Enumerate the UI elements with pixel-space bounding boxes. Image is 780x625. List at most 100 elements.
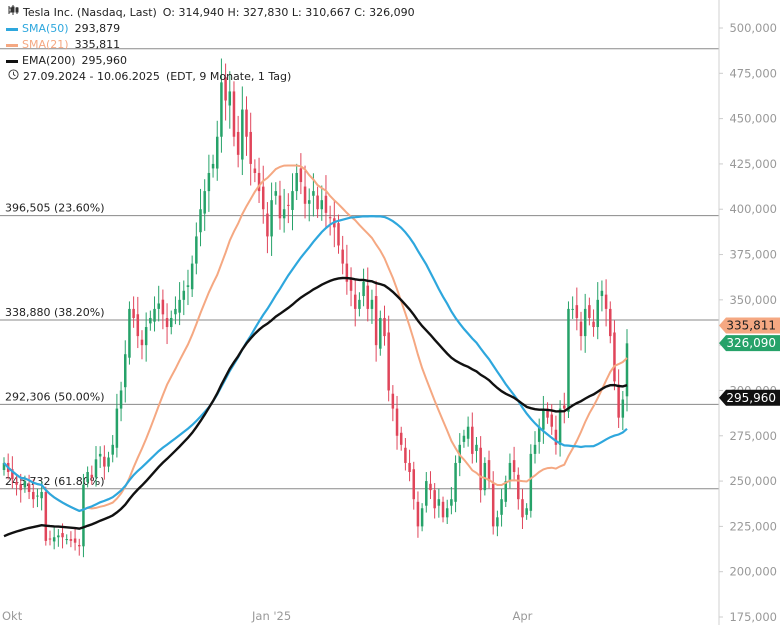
candle-body (32, 491, 35, 500)
legend-ema200-row[interactable]: EMA(200) 295,960 (6, 53, 415, 69)
legend-sma50-row[interactable]: SMA(50) 293,879 (6, 21, 415, 37)
x-tick-label: Okt (2, 609, 23, 623)
legend-range-row: 27.09.2024 - 10.06.2025 (EDT, 9 Monate, … (6, 69, 415, 85)
ema200-line (3, 276, 628, 538)
candle-body (136, 314, 140, 337)
y-tick-label: 275,000 (729, 429, 777, 443)
candle-body (433, 490, 436, 509)
ema200-value: 295,960 (81, 54, 128, 67)
candle-body (165, 318, 169, 328)
candlestick-chart-icon (6, 4, 20, 21)
candle-body (266, 213, 269, 237)
candle-body (366, 285, 370, 309)
clock-icon (6, 69, 20, 85)
candle-body (504, 481, 507, 502)
candle-body (303, 186, 307, 204)
candle-body (48, 538, 52, 540)
sma50-line (3, 214, 628, 513)
candle-body (370, 299, 374, 309)
candle-body (291, 191, 294, 210)
price-badge (719, 317, 780, 334)
y-tick-label: 400,000 (729, 202, 777, 216)
candle-body (312, 191, 315, 196)
candle-body (261, 186, 265, 210)
candle-body (496, 517, 499, 527)
candle-body (596, 299, 599, 328)
candle-body (525, 508, 528, 515)
candle-body (579, 321, 583, 337)
candle-body (609, 308, 612, 337)
candle-body (241, 109, 244, 160)
candle-body (337, 223, 340, 246)
candle-body (132, 308, 135, 318)
candle-body (399, 432, 403, 445)
candle-body (278, 195, 282, 219)
candle-body (257, 172, 261, 192)
candle-body (253, 168, 257, 173)
candle-body (61, 533, 64, 538)
candle-body (454, 462, 457, 502)
y-tick-label: 425,000 (729, 157, 777, 171)
candle-body (119, 390, 123, 409)
candle-body (567, 308, 570, 412)
candle-body (107, 457, 110, 467)
candle-body (220, 82, 223, 137)
candle-body (228, 91, 232, 106)
candle-body (86, 472, 89, 483)
candle-body (15, 481, 18, 485)
candle-body (274, 191, 278, 196)
candle-body (379, 317, 382, 349)
candle-body (144, 327, 148, 346)
candle-body (529, 453, 533, 511)
candle-body (69, 539, 73, 541)
candle-body (115, 408, 119, 448)
candle-body (395, 408, 399, 436)
candle-body (358, 299, 361, 309)
candle-body (550, 414, 553, 427)
legend-title: Tesla Inc. (Nasdaq, Last) (23, 5, 157, 19)
y-tick-label: 475,000 (729, 66, 777, 80)
candle-body (78, 545, 81, 547)
indicator-lines (3, 164, 628, 538)
candle-body (90, 474, 94, 478)
price-badges: 335,811 326,090 295,960 (719, 317, 780, 406)
candle-body (500, 499, 503, 515)
candle-body (161, 299, 165, 315)
y-tick-label: 500,000 (729, 21, 777, 35)
sma21-label: SMA(21) (22, 38, 69, 51)
candle-body (23, 481, 27, 488)
candle-body (521, 499, 524, 518)
candle-body (437, 499, 441, 506)
candle-body (44, 491, 48, 541)
candle-body (429, 483, 432, 491)
legend-title-row: Tesla Inc. (Nasdaq, Last) O: 314,940 H: … (6, 4, 415, 21)
x-tick-label: Apr (513, 609, 533, 623)
candle-body (52, 537, 56, 542)
candle-body (186, 285, 190, 287)
price-badge-label: 295,960 (726, 391, 776, 405)
candle-body (287, 204, 290, 206)
candle-body (588, 305, 591, 318)
candle-body (249, 131, 252, 164)
candle-body (425, 481, 428, 506)
candle-body (215, 136, 219, 169)
candle-body (245, 109, 248, 137)
candle-body (554, 429, 558, 445)
candle-body (57, 535, 60, 538)
candle-body (282, 209, 286, 219)
candle-body (182, 290, 186, 300)
candle-body (345, 263, 349, 282)
candle-body (445, 508, 449, 518)
candle-body (487, 460, 491, 482)
candle-body (404, 447, 407, 463)
candle-body (391, 393, 395, 409)
candle-body (11, 469, 14, 480)
sma21-value: 335,811 (74, 38, 121, 51)
sma21-line (3, 164, 628, 512)
candle-body (416, 501, 420, 527)
price-badge (719, 389, 780, 406)
legend-sma21-row[interactable]: SMA(21) 335,811 (6, 37, 415, 53)
candle-body (224, 77, 227, 101)
candle-body (178, 299, 181, 313)
